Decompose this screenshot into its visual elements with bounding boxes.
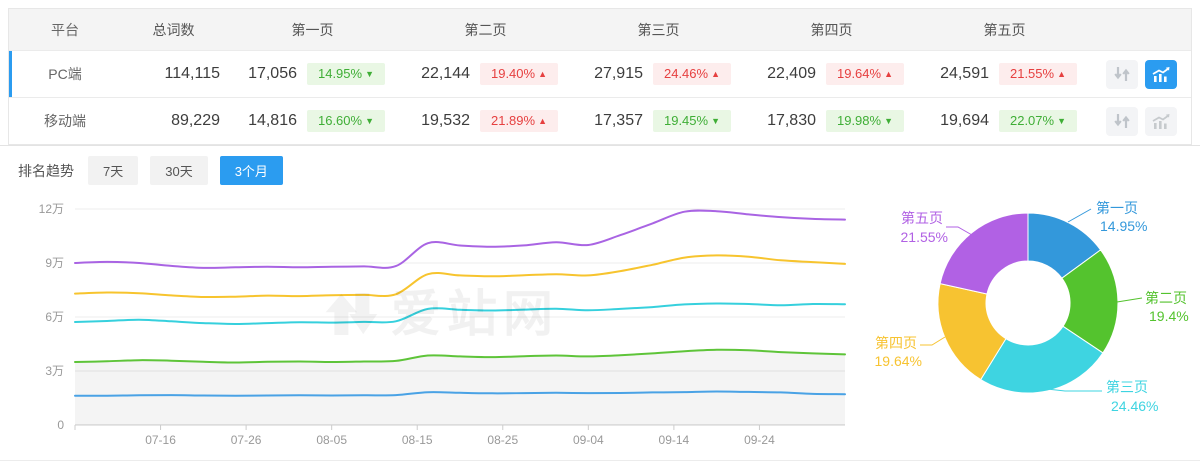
trend-arrow-icon: ▲ (538, 69, 547, 79)
page-count: 24,591 (940, 65, 989, 82)
change-badge: 14.95% ▼ (307, 63, 385, 85)
svg-text:21.55%: 21.55% (901, 229, 948, 245)
updown-arrows-icon (1114, 67, 1130, 81)
col-header-page4: 第四页 (810, 21, 853, 38)
page-share-donut-chart: 第一页 14.95% 第二页 19.4% 第三页 24.46% 第四页 19.64% 第五页 21… (875, 200, 1189, 414)
page-count: 17,830 (767, 112, 816, 129)
trend-arrow-icon: ▼ (365, 116, 374, 126)
page4-cell: 22,409 19.64% ▲ (745, 63, 918, 85)
svg-text:第三页: 第三页 (1106, 379, 1148, 395)
page3-cell: 27,915 24.46% ▲ (572, 63, 745, 85)
page-count: 22,144 (421, 65, 470, 82)
line-chart-icon (1152, 66, 1170, 82)
trend-arrow-icon: ▼ (711, 116, 720, 126)
col-header-page5: 第五页 (983, 21, 1026, 38)
change-badge: 21.55% ▲ (999, 63, 1077, 85)
svg-text:第二页: 第二页 (1145, 290, 1187, 306)
tab-7days[interactable]: 7天 (88, 156, 139, 185)
svg-text:第四页: 第四页 (875, 335, 917, 351)
trend-arrow-icon: ▼ (1057, 116, 1066, 126)
tab-30days[interactable]: 30天 (150, 156, 208, 185)
page1-cell: 14,816 16.60% ▼ (226, 110, 399, 132)
svg-text:19.64%: 19.64% (875, 353, 922, 369)
page-count: 17,056 (248, 65, 297, 82)
page-count: 14,816 (248, 112, 297, 129)
page3-cell: 17,357 19.45% ▼ (572, 110, 745, 132)
svg-text:12万: 12万 (39, 202, 64, 216)
change-badge: 21.89% ▲ (480, 110, 558, 132)
change-badge: 22.07% ▼ (999, 110, 1077, 132)
page-count: 19,532 (421, 112, 470, 129)
page5-cell: 24,591 21.55% ▲ (918, 63, 1091, 85)
total-words: 114,115 (164, 65, 220, 82)
trend-arrow-icon: ▲ (538, 116, 547, 126)
change-badge: 19.45% ▼ (653, 110, 731, 132)
svg-text:19.4%: 19.4% (1149, 308, 1189, 324)
svg-text:07-26: 07-26 (231, 433, 262, 447)
trend-arrow-icon: ▲ (884, 69, 893, 79)
svg-text:08-15: 08-15 (402, 433, 433, 447)
col-header-platform: 平台 (51, 21, 79, 38)
row-actions (1091, 106, 1191, 136)
bottom-border (0, 460, 1200, 461)
trend-arrow-icon: ▲ (1057, 69, 1066, 79)
page-count: 22,409 (767, 65, 816, 82)
tab-3months[interactable]: 3个月 (219, 156, 283, 185)
line-chart-icon (1152, 113, 1170, 129)
show-trend-chart-button[interactable] (1145, 59, 1177, 89)
col-header-page2: 第二页 (464, 21, 507, 38)
change-badge: 19.98% ▼ (826, 110, 904, 132)
page-count: 17,357 (594, 112, 643, 129)
page1-cell: 17,056 14.95% ▼ (226, 63, 399, 85)
compare-updown-button[interactable] (1106, 59, 1138, 89)
trend-section-title: 排名趋势 (18, 162, 74, 179)
platform-label: 移动端 (44, 113, 86, 129)
trend-arrow-icon: ▼ (884, 116, 893, 126)
svg-text:09-04: 09-04 (573, 433, 604, 447)
change-badge: 24.46% ▲ (653, 63, 731, 85)
page2-cell: 22,144 19.40% ▲ (399, 63, 572, 85)
svg-text:09-24: 09-24 (744, 433, 775, 447)
compare-updown-button[interactable] (1106, 106, 1138, 136)
platform-label: PC端 (48, 66, 82, 82)
table-row-pc[interactable]: PC端 114,115 17,056 14.95% ▼ 22,144 19.40%… (9, 50, 1191, 97)
svg-text:第五页: 第五页 (901, 210, 943, 226)
show-trend-chart-button[interactable] (1145, 106, 1177, 136)
row-actions (1091, 59, 1191, 89)
svg-text:08-25: 08-25 (487, 433, 518, 447)
col-header-page1: 第一页 (291, 21, 334, 38)
svg-text:9万: 9万 (45, 256, 64, 270)
svg-text:24.46%: 24.46% (1111, 398, 1158, 414)
change-badge: 16.60% ▼ (307, 110, 385, 132)
table-row-mobile[interactable]: 移动端 89,229 14,816 16.60% ▼ 19,532 21.89% ▲… (9, 97, 1191, 144)
trend-line-chart: 0 3万 6万 9万 12万 07-16 07-26 08-05 08-15 08-25 09-04… (39, 202, 846, 447)
svg-text:08-05: 08-05 (316, 433, 347, 447)
page-count: 19,694 (940, 112, 989, 129)
page5-cell: 19,694 22.07% ▼ (918, 110, 1091, 132)
svg-text:09-14: 09-14 (659, 433, 690, 447)
svg-text:6万: 6万 (45, 310, 64, 324)
table-header-row: 平台 总词数 第一页 第二页 第三页 第四页 第五页 (9, 9, 1191, 50)
trend-toolbar: 排名趋势 7天 30天 3个月 (18, 156, 295, 185)
page-count: 27,915 (594, 65, 643, 82)
col-header-page3: 第三页 (637, 21, 680, 38)
change-badge: 19.40% ▲ (480, 63, 558, 85)
svg-text:0: 0 (57, 418, 64, 432)
rank-table: 平台 总词数 第一页 第二页 第三页 第四页 第五页 PC端 114,115 1… (8, 8, 1192, 145)
total-words: 89,229 (171, 112, 220, 129)
change-badge: 19.64% ▲ (826, 63, 904, 85)
page4-cell: 17,830 19.98% ▼ (745, 110, 918, 132)
updown-arrows-icon (1114, 114, 1130, 128)
page2-cell: 19,532 21.89% ▲ (399, 110, 572, 132)
trend-arrow-icon: ▼ (365, 69, 374, 79)
svg-text:3万: 3万 (45, 364, 64, 378)
trend-arrow-icon: ▲ (711, 69, 720, 79)
svg-text:14.95%: 14.95% (1100, 218, 1147, 234)
svg-text:第一页: 第一页 (1096, 200, 1138, 216)
col-header-total: 总词数 (152, 21, 195, 38)
section-divider (0, 145, 1200, 146)
svg-text:07-16: 07-16 (145, 433, 176, 447)
